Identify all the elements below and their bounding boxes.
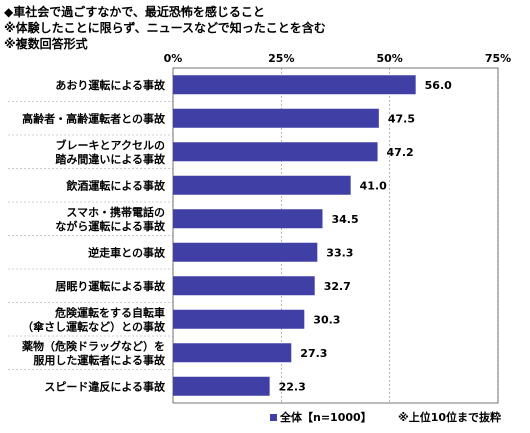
bar [173,309,305,329]
category-label: 飲酒運転による事故 [65,178,166,192]
bar [173,175,351,195]
legend: 全体【n=1000】 [270,409,372,425]
data-label: 22.3 [279,380,306,393]
data-label: 56.0 [425,79,452,92]
category-label: あおり運転による事故 [55,78,166,92]
data-label: 30.3 [313,313,340,326]
x-tick-label: 25% [268,52,294,65]
chart-note-1: ※体験したことに限らず、ニュースなどで知ったことを含む [4,21,326,35]
bar [173,108,379,128]
category-label: 踏み間違いによる事故 [55,152,166,166]
x-tick-label: 75% [485,52,511,65]
category-label: ブレーキとアクセルの [56,138,165,152]
chart-note-2: ※複数回答形式 [4,37,88,51]
x-tick-label: 50% [376,52,402,65]
category-label: 危険運転をする自転車 [54,305,165,319]
bar [173,376,270,396]
bar [173,343,292,363]
category-label: 逆走車との事故 [88,245,166,259]
category-label: ながら運転による事故 [55,219,166,233]
chart-title: ◆車社会で過ごすなかで、最近恐怖を感じること [4,5,265,19]
plot-frame [172,67,499,404]
category-label: 居眠り運転による事故 [55,279,166,293]
x-tick-label: 0% [164,52,183,65]
category-label: スピード違反による事故 [44,379,166,393]
category-label: 高齢者・高齢運転者との事故 [22,111,166,125]
data-label: 27.3 [300,347,327,360]
chart-header: ◆車社会で過ごすなかで、最近恐怖を感じること ※体験したことに限らず、ニュースな… [4,4,326,52]
bar [173,142,378,162]
data-label: 41.0 [360,179,387,192]
bar [173,276,315,296]
bar [173,75,416,95]
bar [173,242,318,262]
legend-label: 全体【n=1000】 [280,411,372,424]
bar [173,209,323,229]
data-label: 33.3 [326,246,353,259]
data-label: 47.5 [388,112,415,125]
legend-swatch [270,413,277,421]
footnote: ※上位10位まで抜粋 [398,411,502,424]
data-label: 47.2 [387,146,414,159]
category-label: （傘さし運転など）との事故 [22,319,166,333]
category-label: スマホ・携帯電話の [66,205,165,219]
data-label: 34.5 [332,213,359,226]
category-label: 薬物（危険ドラッグなど）を [22,339,165,353]
data-label: 32.7 [324,280,351,293]
category-label: 服用した運転者による事故 [33,353,166,367]
